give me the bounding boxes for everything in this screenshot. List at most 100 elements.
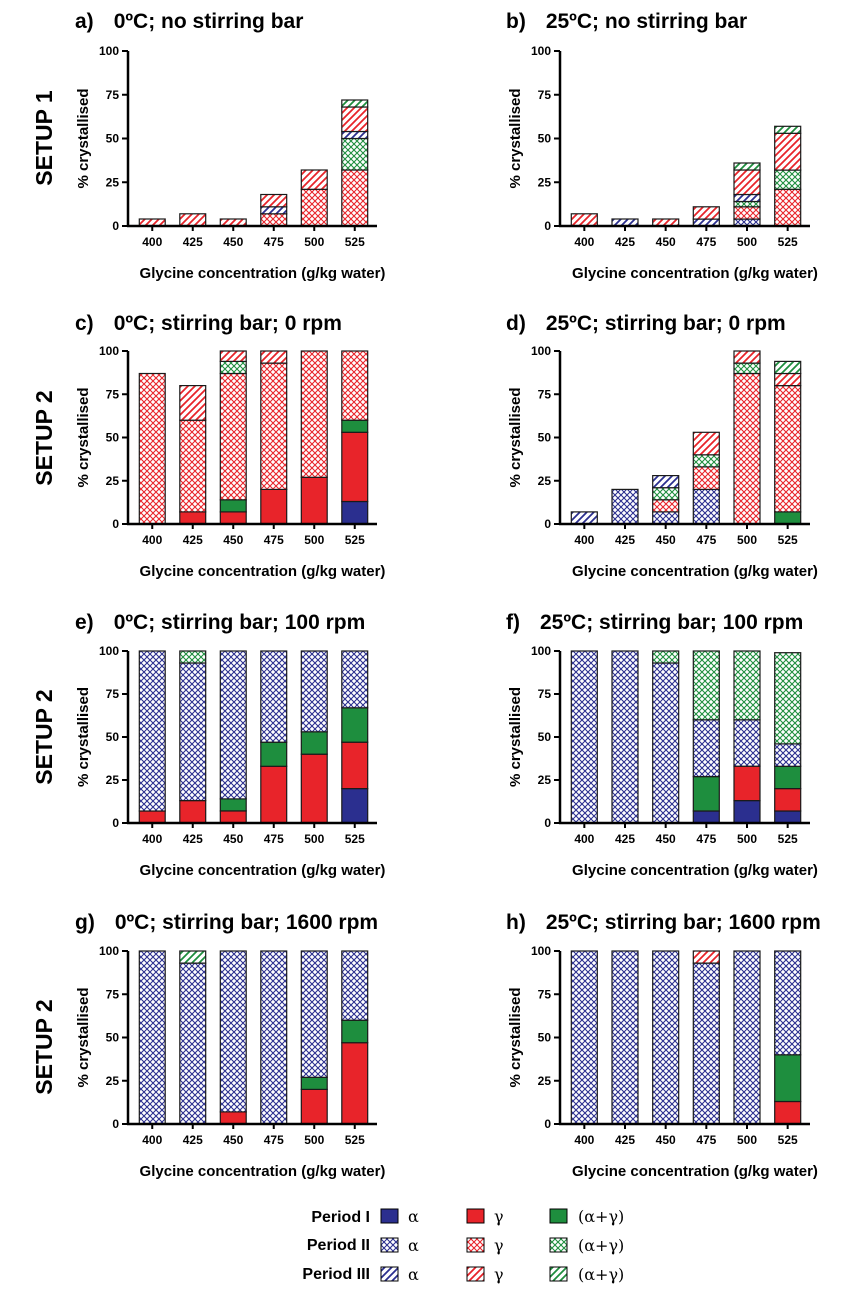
row-label-setup-2-e: SETUP 2	[31, 689, 57, 784]
panel-e-bar-475-mix-I	[260, 741, 288, 767]
panel-a-bar-525-alpha-III	[341, 130, 369, 140]
panel-d-ytick-label-75: 75	[538, 387, 552, 401]
panel-c-ylabel: % crystallised	[75, 387, 92, 487]
panel-f-bar-525-gamma-I	[774, 787, 802, 812]
panel-h-xtick-label-525: 525	[778, 1133, 798, 1147]
panel-g-xtick-label-525: 525	[345, 1133, 365, 1147]
panel-d-bar-525-gamma-II	[774, 385, 802, 513]
panel-b-xtick-label-400: 400	[574, 235, 594, 249]
panel-f-ytick-label-50: 50	[538, 730, 552, 744]
panel-e-xtick-label-500: 500	[304, 832, 324, 846]
panel-a-bar-425-gamma-III	[179, 213, 207, 227]
panel-c-title: c) 0ºC; stirring bar; 0 rpm	[75, 312, 342, 335]
panel-b-bar-500-gamma-II	[733, 206, 761, 220]
panel-d-xtick-label-450: 450	[656, 533, 676, 547]
panel-e-bar-450-mix-I	[219, 798, 247, 812]
panel-b: b) 25ºC; no stirring bar % crystallised Gly…	[506, 10, 818, 282]
panel-h-xtick-label-500: 500	[737, 1133, 757, 1147]
legend-gamma-label-2: γ	[494, 1236, 504, 1255]
panel-g-ylabel: % crystallised	[75, 987, 92, 1087]
legend-swatch-alpha-III	[380, 1266, 399, 1282]
panel-h-bar-525-gamma-I	[774, 1100, 802, 1125]
panel-c-bar-475-gamma-III	[260, 350, 288, 364]
panel-g-bar-450-gamma-I	[219, 1111, 247, 1125]
panel-d-bar-400-alpha-III	[570, 511, 598, 525]
legend-mix-label-1: (α+γ)	[578, 1207, 624, 1226]
legend-swatch-alpha-I	[380, 1208, 399, 1224]
panel-b-bar-500-alpha-III	[733, 193, 761, 203]
panel-b-xtick-label-500: 500	[737, 235, 757, 249]
panel-e-bar-400-gamma-I	[138, 810, 166, 824]
panel-c-xtick-label-525: 525	[345, 533, 365, 547]
panel-d-bar-475-gamma-III	[692, 431, 720, 456]
panel-h-xlabel: Glycine concentration (g/kg water)	[572, 1163, 818, 1180]
panel-f-xtick-label-450: 450	[656, 832, 676, 846]
panel-b-bar-525-mix-II	[774, 169, 802, 190]
panel-e-bar-525-gamma-I	[341, 741, 369, 790]
panel-e-ytick-label-50: 50	[106, 730, 120, 744]
panel-d: d) 25ºC; stirring bar; 0 rpm % crystallise…	[506, 312, 818, 580]
panel-b-xtick-label-450: 450	[656, 235, 676, 249]
panel-a-bar-525-mix-II	[341, 137, 369, 171]
panel-e-ytick-label-25: 25	[106, 773, 120, 787]
panel-a-ytick-label-0: 0	[112, 219, 119, 233]
panel-f-ylabel: % crystallised	[507, 687, 524, 787]
panel-e-bar-525-alpha-II	[341, 650, 369, 709]
panel-h-ytick-label-25: 25	[538, 1074, 552, 1088]
panel-g-ytick-label-75: 75	[106, 987, 120, 1001]
panel-h-bar-525-mix-I	[774, 1054, 802, 1103]
panel-f-ytick-label-75: 75	[538, 687, 552, 701]
panel-c-xtick-label-400: 400	[142, 533, 162, 547]
panel-d-ylabel: % crystallised	[507, 387, 524, 487]
panel-c-bar-450-gamma-I	[219, 511, 247, 525]
panel-f-xtick-label-400: 400	[574, 832, 594, 846]
panel-b-bar-500-mix-II	[733, 200, 761, 208]
panel-e: e) 0ºC; stirring bar; 100 rpm % crystallis…	[75, 611, 385, 879]
panel-a-ytick-label-100: 100	[99, 44, 119, 58]
panel-d-bar-475-alpha-II	[692, 488, 720, 525]
panel-h: h) 25ºC; stirring bar; 1600 rpm % crystall…	[506, 911, 821, 1180]
panel-a-ytick-label-75: 75	[106, 88, 120, 102]
panel-d-bar-450-gamma-II	[652, 499, 680, 513]
panel-c-xtick-label-500: 500	[304, 533, 324, 547]
panel-h-bar-400-alpha-II	[570, 950, 598, 1125]
chart-panels: a) 0ºC; no stirring bar % crystallised Glyc…	[75, 10, 821, 1180]
row-label-setup-1: SETUP 1	[31, 90, 57, 186]
panel-f-bar-525-mix-I	[774, 765, 802, 790]
panel-d-bar-475-mix-II	[692, 454, 720, 468]
panel-c-bar-525-gamma-I	[341, 431, 369, 503]
row-label-setup-2-g: SETUP 2	[31, 999, 57, 1094]
panel-a-xtick-label-450: 450	[223, 235, 243, 249]
panel-h-xtick-label-400: 400	[574, 1133, 594, 1147]
panel-f-bar-475-mix-II	[692, 650, 720, 721]
panel-g-bar-500-alpha-II	[300, 950, 328, 1078]
panel-g-bar-400-alpha-II	[138, 950, 166, 1125]
panel-h-xtick-label-450: 450	[656, 1133, 676, 1147]
panel-e-bar-425-alpha-II	[179, 662, 207, 802]
legend-swatch-gamma-II	[466, 1237, 485, 1253]
panel-e-bar-450-gamma-I	[219, 810, 247, 824]
panel-c-bar-400-gamma-II	[138, 372, 166, 525]
panel-b-ytick-label-50: 50	[538, 132, 552, 146]
panel-h-bar-500-alpha-II	[733, 950, 761, 1125]
panel-g-xlabel: Glycine concentration (g/kg water)	[140, 1163, 386, 1180]
panel-h-ytick-label-75: 75	[538, 987, 552, 1001]
panel-g-bar-500-mix-I	[300, 1076, 328, 1091]
panel-e-xlabel: Glycine concentration (g/kg water)	[140, 862, 386, 879]
legend-swatch-mix-II	[549, 1237, 568, 1253]
panel-c-bar-425-gamma-II	[179, 419, 207, 513]
panel-g-ytick-label-0: 0	[112, 1117, 119, 1131]
panel-a-xtick-label-475: 475	[264, 235, 284, 249]
panel-d-bar-475-gamma-II	[692, 466, 720, 490]
panel-c-bar-425-gamma-I	[179, 511, 207, 525]
panel-c-bar-425-gamma-III	[179, 385, 207, 421]
panel-b-title: b) 25ºC; no stirring bar	[506, 10, 747, 33]
panel-h-bar-475-gamma-III	[692, 950, 720, 964]
panel-c-ytick-label-50: 50	[106, 431, 120, 445]
legend-alpha-label-3: α	[408, 1265, 419, 1284]
legend-swatch-alpha-II	[380, 1237, 399, 1253]
panel-f-bar-450-mix-II	[652, 650, 680, 664]
panel-b-bar-525-mix-III	[774, 125, 802, 134]
panel-f-ytick-label-0: 0	[544, 816, 551, 830]
